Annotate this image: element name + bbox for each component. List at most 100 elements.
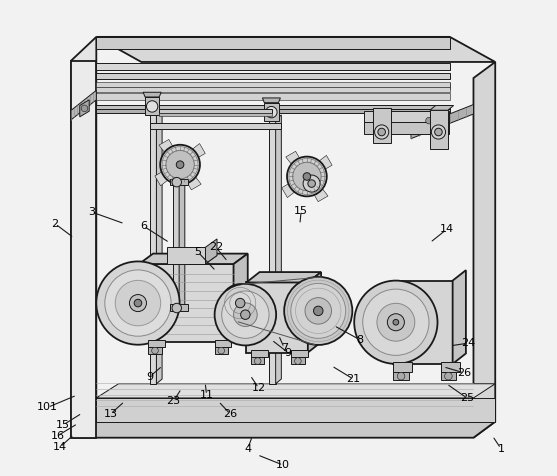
- Polygon shape: [239, 330, 258, 334]
- Circle shape: [314, 306, 323, 316]
- Text: 3: 3: [88, 207, 95, 217]
- Polygon shape: [96, 109, 450, 113]
- Circle shape: [129, 295, 146, 312]
- Text: 21: 21: [346, 374, 360, 384]
- Circle shape: [291, 283, 346, 338]
- Circle shape: [160, 145, 200, 185]
- Polygon shape: [159, 139, 183, 167]
- Circle shape: [166, 150, 194, 179]
- Polygon shape: [80, 100, 89, 117]
- Polygon shape: [251, 357, 265, 364]
- Polygon shape: [145, 97, 159, 115]
- Polygon shape: [308, 272, 321, 353]
- Polygon shape: [96, 93, 450, 100]
- Polygon shape: [139, 254, 248, 264]
- Text: 26: 26: [457, 368, 471, 378]
- Text: 15: 15: [56, 420, 70, 430]
- Text: 5: 5: [194, 247, 202, 257]
- Polygon shape: [179, 180, 185, 309]
- Circle shape: [444, 372, 452, 380]
- Polygon shape: [96, 37, 495, 62]
- Polygon shape: [214, 340, 231, 347]
- Text: 10: 10: [276, 460, 290, 470]
- Text: 13: 13: [104, 409, 118, 419]
- Polygon shape: [96, 73, 450, 79]
- Circle shape: [172, 303, 182, 313]
- Polygon shape: [159, 113, 272, 116]
- Text: 15: 15: [294, 206, 308, 216]
- Text: 23: 23: [167, 396, 180, 406]
- Polygon shape: [170, 304, 188, 311]
- Circle shape: [172, 178, 182, 187]
- Text: 12: 12: [252, 383, 266, 393]
- Polygon shape: [393, 362, 412, 372]
- Polygon shape: [178, 144, 206, 167]
- Text: 8: 8: [356, 335, 364, 345]
- Circle shape: [218, 347, 224, 354]
- Polygon shape: [411, 105, 473, 139]
- Polygon shape: [96, 83, 450, 89]
- Polygon shape: [139, 264, 233, 342]
- Polygon shape: [214, 347, 228, 354]
- Polygon shape: [305, 155, 332, 179]
- Polygon shape: [393, 372, 409, 380]
- Circle shape: [115, 280, 160, 326]
- Polygon shape: [170, 179, 188, 185]
- Polygon shape: [148, 347, 162, 354]
- Circle shape: [397, 372, 405, 380]
- Polygon shape: [155, 162, 183, 186]
- Circle shape: [374, 125, 389, 139]
- Polygon shape: [71, 422, 495, 438]
- Polygon shape: [150, 123, 281, 129]
- Text: 22: 22: [209, 242, 223, 252]
- Text: 9: 9: [285, 347, 291, 357]
- Circle shape: [96, 261, 179, 345]
- Polygon shape: [265, 103, 278, 120]
- Text: 14: 14: [53, 442, 67, 452]
- Polygon shape: [282, 174, 309, 198]
- Text: 4: 4: [244, 444, 251, 454]
- Polygon shape: [178, 162, 201, 190]
- Polygon shape: [251, 350, 267, 357]
- Circle shape: [363, 289, 429, 356]
- Circle shape: [81, 105, 88, 112]
- Polygon shape: [96, 87, 450, 92]
- Circle shape: [214, 284, 276, 346]
- Polygon shape: [150, 114, 157, 384]
- Polygon shape: [96, 82, 450, 87]
- Polygon shape: [246, 282, 308, 353]
- Circle shape: [287, 157, 327, 197]
- Circle shape: [426, 117, 432, 124]
- Polygon shape: [262, 98, 280, 103]
- Polygon shape: [393, 280, 453, 364]
- Text: 9: 9: [146, 372, 153, 382]
- Polygon shape: [96, 37, 450, 49]
- Text: 25: 25: [460, 393, 474, 403]
- Circle shape: [377, 303, 415, 341]
- Circle shape: [435, 116, 442, 122]
- Polygon shape: [96, 105, 450, 109]
- Polygon shape: [246, 272, 321, 282]
- Polygon shape: [430, 106, 453, 110]
- Circle shape: [393, 319, 399, 325]
- Circle shape: [152, 347, 158, 354]
- Polygon shape: [159, 109, 272, 113]
- Text: 1: 1: [497, 444, 505, 454]
- Circle shape: [378, 128, 385, 136]
- Polygon shape: [305, 174, 328, 202]
- Circle shape: [284, 277, 353, 345]
- Polygon shape: [269, 119, 276, 384]
- Circle shape: [431, 125, 446, 139]
- Polygon shape: [143, 92, 161, 97]
- Circle shape: [221, 284, 259, 322]
- Circle shape: [233, 303, 257, 327]
- Polygon shape: [96, 63, 450, 70]
- Polygon shape: [364, 122, 449, 134]
- Text: 101: 101: [37, 402, 58, 412]
- Text: 16: 16: [51, 431, 65, 441]
- Polygon shape: [364, 111, 449, 122]
- Circle shape: [134, 299, 141, 307]
- Circle shape: [176, 161, 184, 169]
- Text: 26: 26: [223, 409, 237, 419]
- Polygon shape: [173, 185, 179, 309]
